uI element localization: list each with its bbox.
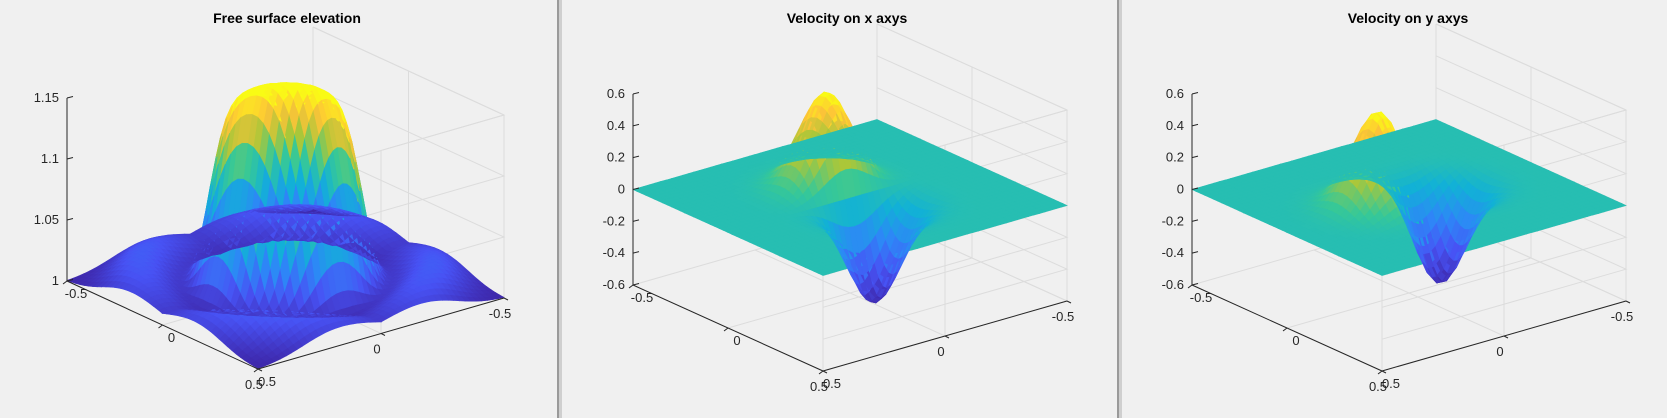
y-tick-label: -0.5 [1052,309,1074,324]
surface-plot-free-surface[interactable]: 1 1.05 1.1 1.15 -0.5 0 0.5 -0.5 0 0.5 Free surfac… [34,10,512,392]
z-tick-label: 0.6 [607,86,625,101]
chart-title: Velocity on x axys [787,10,908,26]
z-tick-label: 0.2 [607,150,625,165]
z-tick-label: 1.05 [34,212,59,227]
z-tick-label: -0.2 [603,213,625,228]
x-tick-label: 0 [733,333,740,348]
z-tick-label: 1.15 [34,90,59,105]
x-tick-label: -0.5 [631,290,653,305]
z-tick-label: -0.6 [603,277,625,292]
box-edge [876,23,1068,111]
y-tick-label: -0.5 [489,306,511,321]
panel-divider-shadow [559,0,562,418]
z-tick [66,279,74,282]
y-tick-label: 0.5 [245,377,263,392]
panel-divider [1117,0,1119,418]
x-tick-label: -0.5 [65,286,87,301]
y-tick [503,297,509,301]
y-tick-label: 0.5 [810,379,828,394]
x-tick [158,324,163,329]
z-tick-label: -0.4 [603,245,625,260]
z-tick-label: 0.4 [607,118,625,133]
panel-divider-shadow [1119,0,1122,418]
x-tick [253,368,259,373]
z-tick-label: 1.1 [41,151,59,166]
z-tick-label: 1 [52,273,59,288]
x-tick-label: 0 [168,330,175,345]
z-tick-label: 0 [618,182,625,197]
y-tick [257,368,263,372]
z-tick [66,157,74,160]
box-edge [312,26,505,116]
surface-plot-velocity-x[interactable]: -0.6-0.4-0.200.20.40.6-0.500.5-0.500.5 V… [603,10,1075,394]
z-tick [66,218,74,221]
x-tick-label: 0.5 [258,374,276,389]
y-tick-label: 0 [373,342,380,357]
y-tick-label: 0 [937,344,944,359]
z-tick [66,96,74,99]
chart-title: Free surface elevation [213,10,361,26]
x-tick [62,280,68,285]
y-tick [380,333,386,336]
panel-divider [557,0,559,418]
